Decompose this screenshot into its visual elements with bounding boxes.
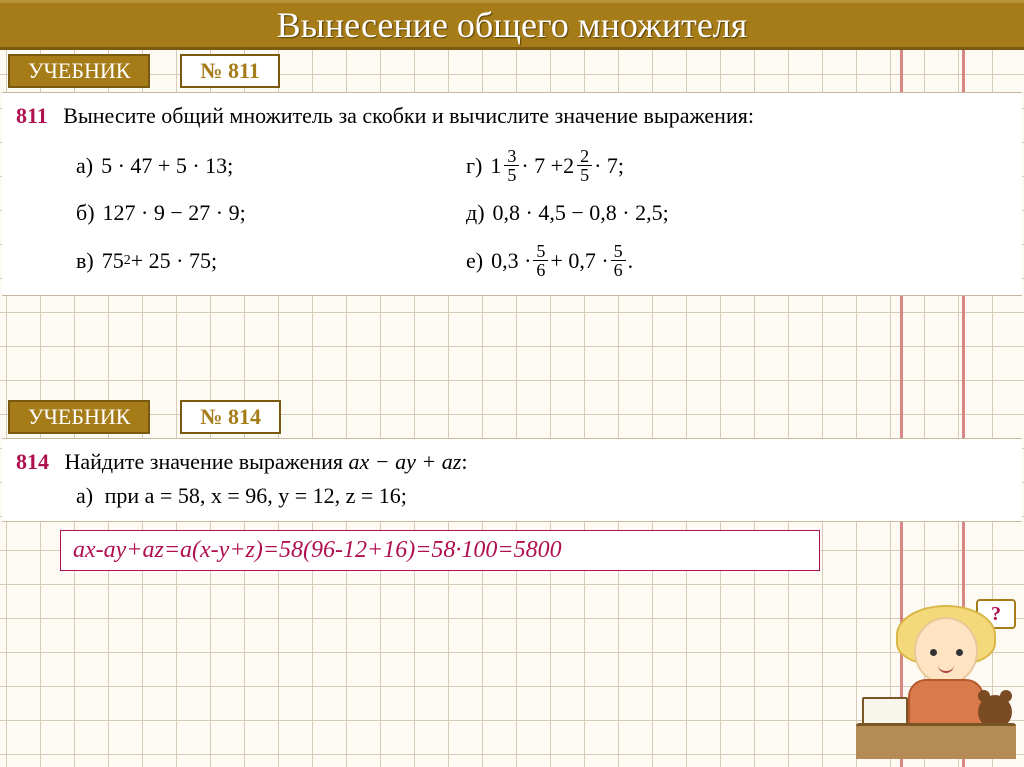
exercise-ref-814: № 814 [180,400,281,434]
student-head [914,617,978,685]
textbook-label: УЧЕБНИК [8,54,150,88]
answer-box-814: ax-ay+az=a(x-y+z)=58(96-12+16)=58·100=58… [60,530,820,571]
item-811-e: е) 0,3 · 56 + 0,7 · 56 . [466,242,866,279]
student-illustration: ? [856,599,1016,759]
item-811-v: в) 752 + 25 · 75; [76,242,436,279]
student-eye [956,649,963,656]
exercise-number: 811 [16,103,48,128]
item-811-g: г) 1 35 · 7 + 2 25 · 7; [466,147,866,184]
student-eye [930,649,937,656]
reference-row-814: УЧЕБНИК № 814 [8,400,1024,434]
item-811-d: д) 0,8 · 4,5 − 0,8 · 2,5; [466,200,866,226]
exercise-number: 814 [16,449,49,474]
item-811-b: б) 127 · 9 − 27 · 9; [76,200,436,226]
exercise-814-line1: 814 Найдите значение выражения ax − ay +… [16,449,1008,475]
item-811-a: а) 5 · 47 + 5 · 13; [76,147,436,184]
slide-title: Вынесение общего множителя [277,4,748,46]
reference-row-811: УЧЕБНИК № 811 [8,54,1024,88]
desk [856,723,1016,759]
exercise-prompt: Вынесите общий множитель за скобки и выч… [63,103,754,128]
exercise-ref-811: № 811 [180,54,279,88]
exercise-814-case-a: а) при a = 58, x = 96, y = 12, z = 16; [76,483,1008,509]
exercise-811-items: а) 5 · 47 + 5 · 13; г) 1 35 · 7 + 2 25 ·… [76,147,1008,279]
exercise-814: 814 Найдите значение выражения ax − ay +… [2,438,1022,522]
textbook-label: УЧЕБНИК [8,400,150,434]
exercise-811: 811 Вынесите общий множитель за скобки и… [2,92,1022,296]
blank-gap [0,300,1024,396]
slide-title-bar: Вынесение общего множителя [0,0,1024,50]
